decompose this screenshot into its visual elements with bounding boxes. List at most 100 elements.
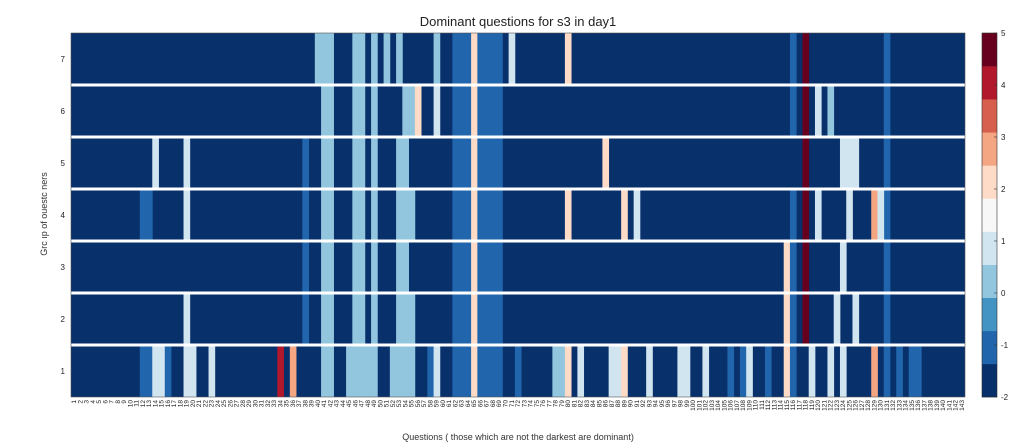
x-tick-label: 1 — [71, 400, 78, 404]
x-tick-label: 94 — [653, 400, 660, 408]
heatmap-cell — [477, 241, 485, 293]
heatmap-cell — [352, 345, 359, 397]
heatmap-cell — [139, 345, 147, 397]
heatmap-cell — [452, 241, 460, 293]
x-tick-label: 117 — [796, 400, 803, 411]
plot-area — [70, 32, 968, 398]
heatmap-cell — [402, 241, 409, 293]
x-tick-label: 45 — [346, 400, 353, 408]
x-tick-label: 99 — [684, 400, 691, 408]
x-tick-label: 116 — [790, 400, 797, 411]
heatmap-cell — [183, 345, 191, 397]
x-tick-label: 8 — [115, 400, 122, 404]
x-tick-label: 80 — [565, 400, 572, 408]
heatmap-cell — [458, 137, 466, 189]
heatmap-cell — [358, 189, 366, 241]
heatmap-cell — [896, 345, 903, 397]
x-tick-label: 102 — [703, 400, 710, 411]
x-tick-label: 19 — [184, 400, 191, 408]
x-tick-label: 139 — [934, 400, 941, 411]
x-tick-label: 78 — [553, 400, 560, 408]
heatmap-cell — [464, 137, 472, 189]
x-tick-label: 112 — [765, 400, 772, 411]
heatmap-cell — [477, 85, 485, 137]
heatmap-cell — [483, 85, 491, 137]
x-tick-label: 119 — [809, 400, 816, 411]
heatmap-cell — [458, 33, 466, 85]
heatmap-cell — [558, 345, 566, 397]
heatmap-cell — [471, 345, 478, 397]
x-tick-label: 73 — [521, 400, 528, 408]
x-tick-label: 56 — [415, 400, 422, 408]
heatmap-cell — [477, 137, 485, 189]
heatmap-cell — [352, 241, 359, 293]
x-tick-label: 48 — [365, 400, 372, 408]
heatmap-cell — [789, 293, 797, 345]
heatmap-cell — [152, 345, 159, 397]
heatmap-cell — [633, 189, 641, 241]
x-tick-label: 36 — [290, 400, 297, 408]
x-tick-label: 107 — [734, 400, 741, 411]
heatmap-cell — [458, 293, 466, 345]
heatmap-cell — [464, 241, 472, 293]
heatmap-cell — [789, 241, 797, 293]
colorbar-swatch — [982, 33, 997, 67]
heatmap-cell — [839, 345, 847, 397]
heatmap-cell — [408, 293, 416, 345]
x-tick-label: 136 — [915, 400, 922, 411]
x-tick-label: 69 — [496, 400, 503, 408]
x-tick-label: 27 — [234, 400, 241, 408]
heatmap-cell — [552, 345, 560, 397]
heatmap-cell — [396, 241, 403, 293]
x-tick-label: 23 — [209, 400, 216, 408]
x-tick-label: 15 — [159, 400, 166, 408]
x-tick-label: 3 — [84, 400, 91, 404]
x-tick-label: 55 — [409, 400, 416, 408]
row-separator — [71, 343, 968, 347]
x-tick-label: 60 — [440, 400, 447, 408]
x-tick-label: 87 — [609, 400, 616, 408]
heatmap-cell — [358, 137, 366, 189]
heatmap-cell — [358, 293, 366, 345]
heatmap-cell — [839, 241, 847, 293]
heatmap-cell — [602, 137, 610, 189]
heatmap-cell — [883, 241, 891, 293]
x-tick-label: 91 — [634, 400, 641, 408]
x-tick-label: 54 — [402, 400, 409, 408]
heatmap-cell — [471, 33, 478, 85]
heatmap-cell — [483, 293, 491, 345]
y-tick-label: 5 — [61, 159, 66, 168]
heatmap-cell — [396, 189, 403, 241]
heatmap-cell — [408, 345, 416, 397]
heatmap-cell — [727, 345, 735, 397]
heatmap-cell — [427, 345, 434, 397]
heatmap-cell — [846, 189, 853, 241]
x-tick-label: 63 — [459, 400, 466, 408]
heatmap-cell — [464, 85, 472, 137]
heatmap-cell — [358, 85, 366, 137]
colorbar-swatch — [982, 264, 997, 299]
heatmap-cell — [146, 189, 153, 241]
heatmap-cell — [496, 33, 503, 85]
x-tick-label: 79 — [559, 400, 566, 408]
heatmap-cell — [608, 345, 616, 397]
heatmap-cell — [302, 189, 309, 241]
heatmap-cell — [802, 85, 810, 137]
x-tick-label: 34 — [277, 400, 284, 408]
heatmap-cell — [302, 137, 309, 189]
x-tick-label: 14 — [152, 400, 159, 408]
x-tick-label: 59 — [434, 400, 441, 408]
x-tick-label: 127 — [859, 400, 866, 411]
x-tick-label: 10 — [127, 400, 134, 408]
heatmap-cell — [496, 345, 503, 397]
heatmap-cell — [483, 345, 491, 397]
colorbar-swatch — [982, 132, 997, 166]
heatmap-cell — [371, 189, 378, 241]
x-tick-label: 68 — [490, 400, 497, 408]
x-tick-label: 96 — [665, 400, 672, 408]
x-tick-label: 129 — [871, 400, 878, 411]
x-tick-label: 126 — [853, 400, 860, 411]
colorbar: -2 -1 0 1 2 3 4 5 — [981, 29, 1009, 402]
colorbar-swatch — [982, 231, 997, 265]
